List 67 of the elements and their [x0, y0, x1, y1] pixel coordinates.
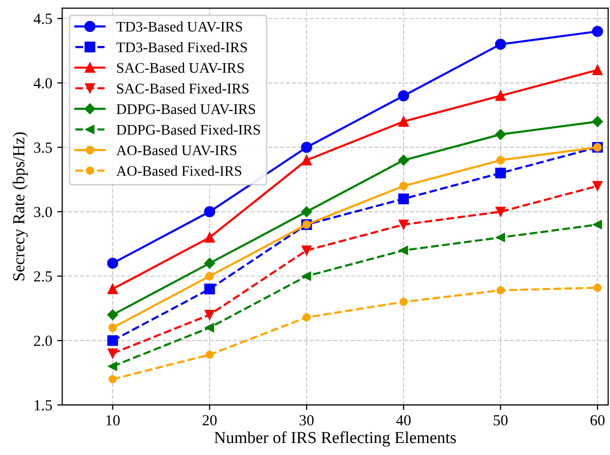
x-tick-label: 20 [202, 415, 217, 426]
legend-label: TD3-Based UAV-IRS [116, 21, 242, 32]
point [496, 156, 505, 164]
point [496, 232, 506, 242]
point [206, 350, 214, 359]
point [204, 206, 216, 218]
point [108, 323, 117, 332]
y-tick-label: 4.5 [34, 14, 52, 24]
legend-label: SAC-Based Fixed-IRS [117, 83, 249, 94]
x-tick-label: 40 [396, 415, 411, 426]
legend-label: TD3-Based Fixed-IRS [116, 42, 247, 52]
point [302, 313, 311, 322]
point [496, 286, 505, 294]
point [108, 375, 117, 384]
point [592, 26, 604, 37]
point [495, 90, 506, 101]
point [204, 310, 215, 320]
point [302, 245, 312, 256]
point [592, 64, 603, 76]
point [495, 129, 506, 140]
x-tick-label: 30 [300, 415, 314, 426]
point [107, 335, 118, 346]
point [496, 206, 506, 217]
point [592, 181, 602, 191]
legend-label: AO-Based UAV-IRS [116, 145, 236, 156]
legend-label: DDPG-Based UAV-IRS [116, 104, 256, 114]
y-tick-label: 2.5 [34, 271, 52, 282]
legend-label: AO-Based Fixed-IRS [116, 166, 242, 176]
legend-label: SAC-Based UAV-IRS [117, 62, 244, 73]
point [494, 38, 506, 50]
point [398, 193, 409, 204]
y-axis-title: Secrecy Rate (bps/Hz) [12, 132, 28, 280]
point [398, 116, 409, 127]
point [107, 258, 118, 269]
point [398, 154, 409, 166]
point [398, 90, 410, 102]
point [108, 284, 118, 294]
point [399, 182, 408, 190]
point [399, 298, 408, 306]
point [399, 246, 408, 255]
x-axis-title: Number of IRS Reflecting Elements [214, 431, 456, 447]
point [398, 220, 408, 230]
point [204, 284, 215, 294]
point [302, 272, 312, 281]
x-tick-label: 50 [494, 415, 508, 426]
point [301, 155, 312, 166]
y-tick-label: 4.0 [34, 78, 52, 88]
point [205, 272, 214, 280]
x-tick-label: 10 [106, 415, 120, 426]
y-tick-label: 3.5 [34, 142, 52, 153]
point [301, 206, 312, 218]
point [301, 142, 312, 153]
point [205, 323, 214, 332]
point [108, 348, 118, 358]
y-tick-label: 2.0 [34, 336, 52, 346]
y-tick-label: 3.0 [34, 206, 52, 218]
point [593, 284, 602, 292]
point [592, 220, 602, 230]
point [107, 309, 118, 320]
point [204, 232, 215, 243]
point [204, 258, 216, 269]
x-tick-label: 60 [590, 415, 605, 426]
legend-label: DDPG-Based Fixed-IRS [116, 124, 260, 135]
point [495, 168, 506, 178]
y-tick-label: 1.5 [34, 400, 52, 410]
point [108, 362, 118, 371]
point [592, 116, 603, 127]
